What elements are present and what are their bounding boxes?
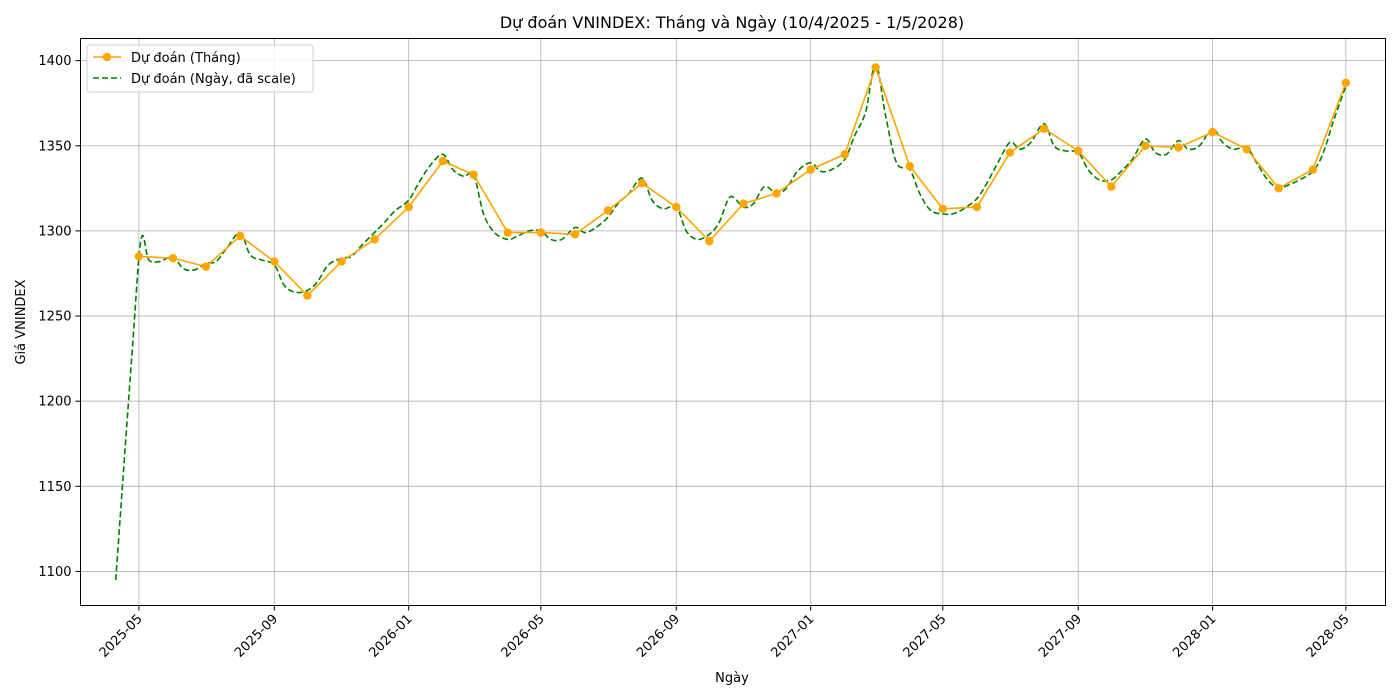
- x-tick-label: 2027-05: [901, 612, 950, 661]
- data-point-monthly: [168, 253, 178, 263]
- x-tick-label: 2027-01: [768, 612, 817, 661]
- data-point-monthly: [1308, 165, 1318, 174]
- x-tick-label: 2025-09: [232, 612, 281, 661]
- data-point-monthly: [370, 235, 379, 244]
- data-point-monthly: [705, 236, 714, 246]
- data-point-monthly: [404, 202, 413, 212]
- x-tick-label: 2026-01: [366, 612, 415, 661]
- data-point-monthly: [438, 156, 448, 166]
- data-point-monthly: [235, 231, 245, 241]
- chart-title: Dự đoán VNINDEX: Tháng và Ngày (10/4/202…: [500, 13, 964, 32]
- y-tick-label: 1100: [38, 565, 71, 580]
- data-point-monthly: [840, 150, 849, 159]
- data-point-monthly: [1005, 148, 1015, 157]
- data-point-monthly: [134, 252, 144, 261]
- data-point-monthly: [637, 179, 647, 188]
- data-point-monthly: [1039, 124, 1049, 133]
- data-point-monthly: [469, 170, 478, 179]
- data-point-monthly: [871, 63, 880, 72]
- data-point-monthly: [603, 206, 613, 215]
- x-tick-label: 2026-05: [499, 612, 548, 661]
- x-tick-label: 2026-09: [634, 612, 683, 661]
- data-point-monthly: [303, 291, 312, 300]
- data-point-monthly: [1341, 78, 1351, 87]
- legend-marker-monthly: [102, 52, 112, 62]
- x-tick-label: 2028-05: [1304, 612, 1353, 661]
- legend: Dự đoán (Tháng) Dự đoán (Ngày, đã scale): [86, 44, 314, 93]
- data-point-monthly: [536, 228, 546, 237]
- data-point-monthly: [1174, 143, 1183, 152]
- y-tick-label: 1350: [38, 139, 71, 154]
- axis-ticks: 1100 1150 1200 1250 1300 1350 1400 2025-05 2025-…: [38, 54, 1352, 661]
- data-point-monthly: [1208, 127, 1217, 137]
- data-point-monthly: [772, 189, 781, 198]
- x-axis-label: Ngày: [715, 671, 749, 686]
- grid: [80, 38, 1386, 606]
- data-point-monthly: [1141, 141, 1150, 150]
- y-tick-label: 1250: [38, 310, 71, 325]
- y-tick-label: 1150: [38, 480, 71, 495]
- series-layer: [114, 63, 1351, 581]
- y-tick-label: 1200: [38, 395, 71, 410]
- data-point-monthly: [739, 199, 748, 208]
- data-point-monthly: [337, 257, 346, 266]
- y-tick-label: 1400: [38, 54, 71, 69]
- data-point-monthly: [570, 230, 580, 239]
- data-point-monthly: [1107, 182, 1116, 191]
- data-point-monthly: [672, 202, 681, 212]
- plot-frame: [80, 38, 1386, 606]
- y-axis-label: Giá VNINDEX: [14, 279, 29, 364]
- data-point-monthly: [806, 165, 815, 174]
- x-tick-label: 2025-05: [97, 612, 146, 661]
- x-tick-label: 2027-09: [1036, 612, 1085, 661]
- data-point-monthly: [905, 162, 914, 171]
- y-tick-label: 1300: [38, 224, 71, 239]
- legend-label-monthly: Dự đoán (Tháng): [131, 51, 241, 66]
- data-point-monthly: [201, 262, 211, 271]
- data-point-monthly: [938, 204, 947, 213]
- data-point-monthly: [1274, 184, 1283, 193]
- data-point-monthly: [972, 202, 982, 212]
- legend-box: [86, 44, 314, 93]
- data-point-monthly: [1074, 146, 1083, 156]
- series-line-monthly: [138, 65, 1347, 297]
- data-point-monthly: [270, 257, 279, 266]
- x-tick-label: 2028-01: [1170, 612, 1219, 661]
- series-line-daily: [114, 63, 1347, 581]
- data-point-monthly: [1242, 144, 1251, 154]
- legend-label-daily: Dự đoán (Ngày, đã scale): [131, 72, 296, 87]
- data-point-monthly: [503, 228, 512, 237]
